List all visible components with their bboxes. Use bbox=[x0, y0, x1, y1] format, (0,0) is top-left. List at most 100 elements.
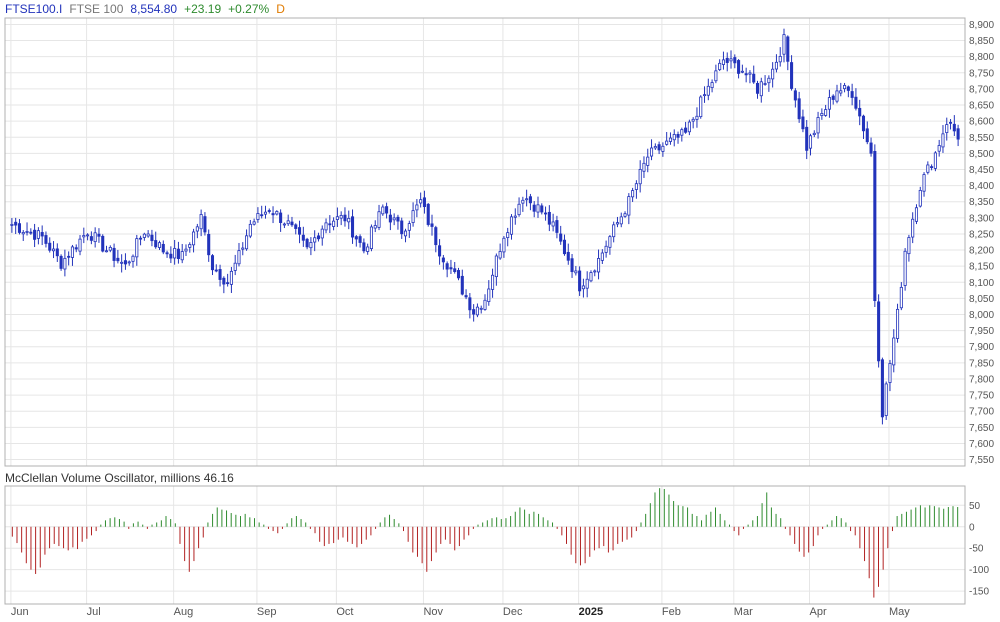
candle-body bbox=[173, 248, 177, 259]
candle-body bbox=[574, 270, 578, 274]
candle-body bbox=[528, 196, 532, 204]
candle-body bbox=[335, 216, 339, 220]
candle-body bbox=[748, 72, 752, 75]
candle-body bbox=[604, 245, 608, 253]
candle-body bbox=[649, 147, 654, 157]
candle-body bbox=[551, 221, 555, 227]
candle-body bbox=[945, 124, 949, 133]
price-change-percent: +0.27% bbox=[228, 2, 270, 16]
candle-body bbox=[638, 168, 642, 185]
candle-body bbox=[593, 270, 597, 273]
candle-body bbox=[487, 288, 491, 302]
candle-body bbox=[48, 242, 52, 251]
candle-body bbox=[93, 232, 97, 243]
symbol[interactable]: FTSE100.I bbox=[5, 2, 63, 16]
candle-body bbox=[366, 246, 370, 252]
candle-body bbox=[899, 286, 903, 309]
candle-body bbox=[241, 247, 245, 250]
candle-body bbox=[816, 117, 820, 134]
candle-body bbox=[566, 251, 570, 261]
candle-body bbox=[483, 299, 487, 310]
price-change: +23.19 bbox=[184, 2, 222, 16]
candle-body bbox=[691, 118, 695, 122]
candle-body bbox=[612, 224, 616, 238]
price-tick-label: 7,700 bbox=[969, 407, 994, 418]
candle-body bbox=[812, 132, 816, 135]
candle-body bbox=[570, 258, 574, 273]
price-tick-label: 8,300 bbox=[969, 213, 994, 224]
interval-selector[interactable]: D bbox=[276, 2, 285, 16]
candle-body bbox=[710, 82, 714, 89]
price-tick-label: 7,550 bbox=[969, 455, 994, 466]
candle-body bbox=[869, 142, 873, 154]
candle-body bbox=[78, 238, 82, 252]
candle-body bbox=[744, 73, 748, 76]
price-tick-label: 7,900 bbox=[969, 342, 994, 353]
candle-body bbox=[672, 134, 676, 141]
candle-body bbox=[237, 250, 241, 265]
candle-body bbox=[403, 230, 408, 237]
candle-body bbox=[790, 62, 794, 89]
candle-body bbox=[438, 245, 442, 257]
candle-body bbox=[517, 203, 521, 216]
candle-body bbox=[801, 116, 805, 130]
candle-body bbox=[805, 126, 809, 151]
price-tick-label: 8,650 bbox=[969, 101, 994, 112]
candle-body bbox=[578, 270, 582, 292]
candle-body bbox=[926, 164, 930, 173]
candle-body bbox=[623, 213, 627, 217]
price-tick-label: 8,550 bbox=[969, 133, 994, 144]
candle-body bbox=[362, 242, 366, 252]
candle-body bbox=[44, 235, 48, 244]
candle-body bbox=[271, 213, 275, 216]
x-tick-label: Jun bbox=[11, 606, 29, 618]
oscillator-panel-frame bbox=[4, 485, 966, 605]
candle-body bbox=[831, 95, 835, 100]
candle-body bbox=[668, 137, 672, 142]
candle-body bbox=[63, 257, 67, 270]
oscillator-name: McClellan Volume Oscillator, millions bbox=[5, 471, 201, 485]
price-tick-label: 8,750 bbox=[969, 68, 994, 79]
candle-body bbox=[86, 234, 90, 237]
candle-body bbox=[445, 263, 449, 270]
candle-body bbox=[956, 128, 960, 140]
candle-body bbox=[142, 233, 146, 238]
candle-body bbox=[952, 123, 956, 132]
candle-body bbox=[555, 220, 559, 233]
candle-body bbox=[721, 59, 725, 65]
price-panel-frame bbox=[4, 17, 966, 467]
candle-body bbox=[419, 199, 423, 204]
price-tick-label: 7,800 bbox=[969, 374, 994, 385]
candle-body bbox=[903, 250, 907, 286]
candle-body bbox=[737, 60, 741, 74]
candle-body bbox=[839, 90, 843, 94]
candle-body bbox=[615, 222, 620, 225]
candle-body bbox=[279, 212, 283, 223]
oscillator-tick-label: -150 bbox=[969, 587, 989, 598]
candle-body bbox=[392, 217, 396, 221]
candle-body bbox=[884, 383, 888, 416]
candle-body bbox=[873, 151, 877, 301]
candle-body bbox=[892, 337, 896, 366]
oscillator-title: McClellan Volume Oscillator, millions 46… bbox=[5, 471, 234, 485]
candle-body bbox=[808, 135, 813, 149]
candle-body bbox=[597, 258, 601, 273]
candle-body bbox=[180, 251, 184, 261]
candle-body bbox=[930, 166, 934, 169]
candle-body bbox=[861, 115, 866, 132]
candle-body bbox=[733, 57, 737, 64]
candle-body bbox=[740, 70, 744, 73]
x-tick-label: Oct bbox=[336, 606, 353, 618]
candle-body bbox=[67, 255, 71, 258]
candle-body bbox=[169, 253, 173, 259]
price-tick-label: 8,450 bbox=[969, 165, 994, 176]
price-tick-label: 8,700 bbox=[969, 84, 994, 95]
candle-body bbox=[313, 237, 317, 243]
candle-body bbox=[89, 236, 93, 241]
candle-body bbox=[581, 285, 585, 290]
candle-body bbox=[771, 68, 775, 80]
candle-body bbox=[381, 206, 385, 215]
candle-body bbox=[585, 278, 589, 289]
candle-body bbox=[305, 238, 309, 248]
